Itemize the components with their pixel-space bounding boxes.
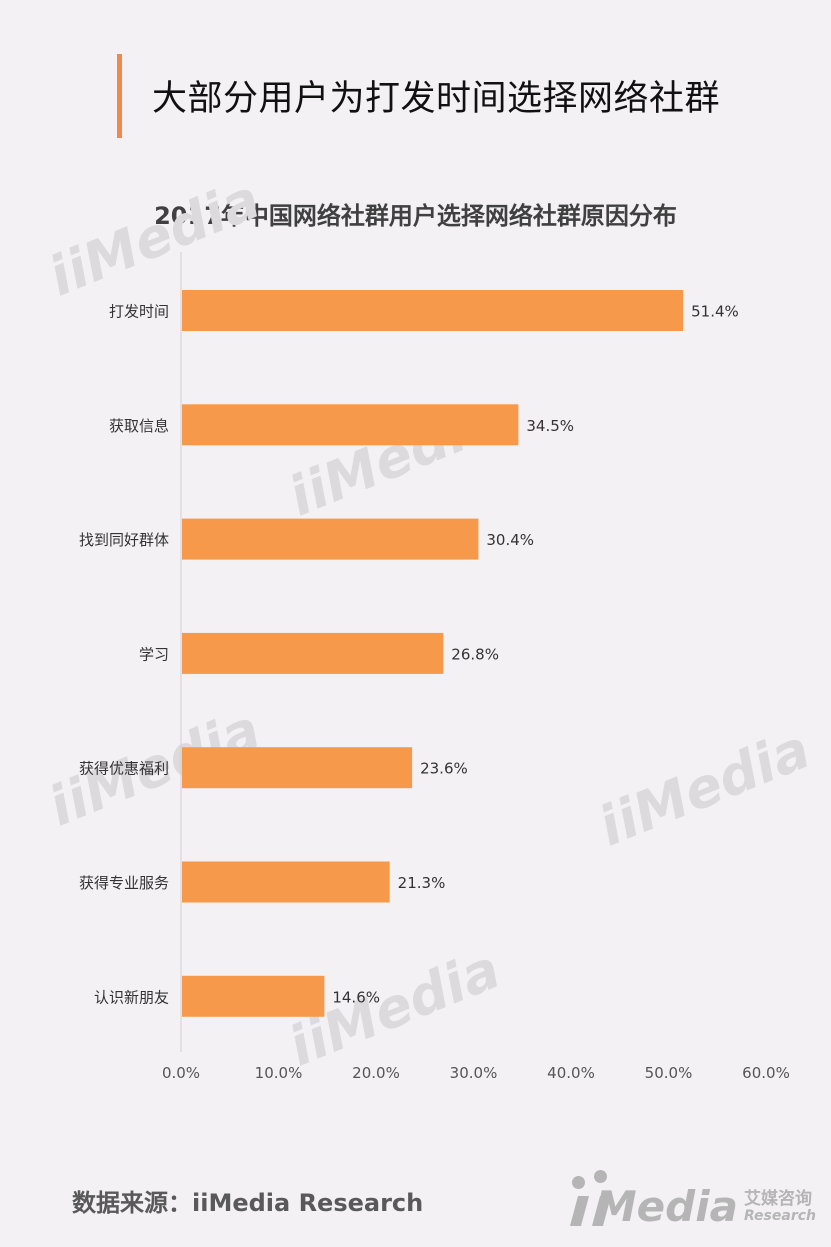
data-label: 34.5%	[526, 417, 574, 435]
x-tick-label: 60.0%	[742, 1064, 790, 1082]
bar	[182, 975, 325, 1017]
logo-cn: 艾媒咨询	[743, 1188, 812, 1209]
data-label: 26.8%	[451, 645, 499, 663]
bar	[182, 747, 413, 789]
x-tick-label: 50.0%	[645, 1064, 693, 1082]
x-tick-label: 30.0%	[450, 1064, 498, 1082]
chart-title: 2017年中国网络社群用户选择网络社群原因分布	[154, 202, 677, 230]
data-label: 51.4%	[691, 303, 739, 321]
category-label: 学习	[139, 645, 169, 663]
iimedia-logo: Media 艾媒咨询 Research	[566, 1168, 816, 1228]
bar	[182, 632, 444, 674]
category-label: 获取信息	[109, 417, 169, 435]
data-source: 数据来源：iiMedia Research	[72, 1189, 424, 1217]
data-label: 30.4%	[486, 531, 534, 549]
category-label: 找到同好群体	[79, 531, 169, 549]
category-label: 认识新朋友	[94, 988, 169, 1006]
bar	[182, 404, 519, 446]
data-label: 21.3%	[398, 874, 446, 892]
category-label: 打发时间	[109, 303, 169, 321]
page-title: 大部分用户为打发时间选择网络社群	[152, 79, 721, 119]
data-label: 14.6%	[332, 988, 380, 1006]
x-tick-label: 40.0%	[547, 1064, 595, 1082]
x-tick-label: 10.0%	[255, 1064, 303, 1082]
logo-text: Media	[594, 1182, 738, 1231]
category-label: 获得优惠福利	[79, 760, 169, 778]
category-label: 获得专业服务	[79, 874, 169, 892]
logo-en: Research	[743, 1207, 816, 1224]
x-tick-label: 0.0%	[162, 1064, 200, 1082]
bar	[182, 290, 684, 331]
x-tick-label: 20.0%	[352, 1064, 400, 1082]
data-label: 23.6%	[420, 760, 468, 778]
bar	[182, 861, 390, 903]
title-accent-bar	[117, 54, 122, 138]
bar	[182, 518, 479, 560]
logo-mark-icon	[566, 1170, 612, 1228]
